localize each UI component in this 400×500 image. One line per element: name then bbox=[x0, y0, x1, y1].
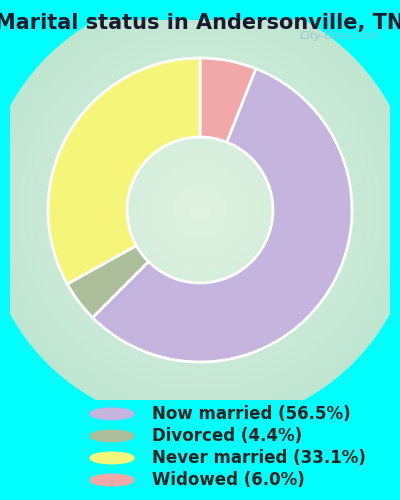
Circle shape bbox=[49, 59, 351, 361]
Circle shape bbox=[90, 474, 134, 486]
Circle shape bbox=[119, 129, 281, 291]
Circle shape bbox=[0, 8, 400, 412]
Circle shape bbox=[81, 92, 319, 328]
Circle shape bbox=[178, 188, 222, 232]
Circle shape bbox=[0, 5, 400, 415]
Circle shape bbox=[189, 199, 211, 221]
Circle shape bbox=[44, 54, 356, 366]
Circle shape bbox=[68, 78, 332, 342]
Circle shape bbox=[70, 80, 330, 340]
Circle shape bbox=[184, 194, 216, 226]
Circle shape bbox=[130, 140, 270, 280]
Wedge shape bbox=[92, 68, 352, 362]
Circle shape bbox=[141, 150, 259, 270]
Circle shape bbox=[16, 26, 384, 394]
Circle shape bbox=[154, 164, 246, 256]
Wedge shape bbox=[200, 58, 256, 142]
Text: Now married (56.5%): Now married (56.5%) bbox=[152, 405, 351, 423]
Circle shape bbox=[197, 208, 203, 212]
Circle shape bbox=[162, 172, 238, 248]
Text: City-Data.com: City-Data.com bbox=[299, 32, 378, 42]
Circle shape bbox=[143, 154, 257, 266]
Circle shape bbox=[0, 0, 400, 423]
Circle shape bbox=[95, 105, 305, 315]
Circle shape bbox=[19, 29, 381, 391]
Circle shape bbox=[92, 102, 308, 318]
Circle shape bbox=[114, 124, 286, 296]
Circle shape bbox=[78, 88, 322, 332]
Circle shape bbox=[152, 162, 248, 258]
Circle shape bbox=[25, 34, 375, 386]
Circle shape bbox=[192, 202, 208, 218]
Circle shape bbox=[33, 42, 367, 378]
Circle shape bbox=[87, 96, 313, 324]
Circle shape bbox=[195, 204, 205, 216]
Circle shape bbox=[103, 113, 297, 307]
Circle shape bbox=[62, 72, 338, 347]
Circle shape bbox=[176, 186, 224, 234]
Circle shape bbox=[8, 18, 392, 402]
Circle shape bbox=[11, 21, 389, 399]
Circle shape bbox=[36, 46, 364, 374]
Circle shape bbox=[0, 10, 400, 409]
Circle shape bbox=[60, 70, 340, 350]
Circle shape bbox=[30, 40, 370, 380]
Text: Never married (33.1%): Never married (33.1%) bbox=[152, 449, 366, 467]
Circle shape bbox=[98, 108, 302, 312]
Circle shape bbox=[127, 137, 273, 283]
Circle shape bbox=[157, 167, 243, 253]
Text: Marital status in Andersonville, TN: Marital status in Andersonville, TN bbox=[0, 12, 400, 32]
Circle shape bbox=[135, 145, 265, 275]
Circle shape bbox=[90, 430, 134, 442]
Circle shape bbox=[54, 64, 346, 356]
Circle shape bbox=[84, 94, 316, 326]
Circle shape bbox=[108, 118, 292, 302]
Text: Widowed (6.0%): Widowed (6.0%) bbox=[152, 471, 305, 489]
Circle shape bbox=[186, 196, 214, 224]
Circle shape bbox=[124, 134, 276, 286]
Text: Divorced (4.4%): Divorced (4.4%) bbox=[152, 427, 302, 445]
Circle shape bbox=[90, 452, 134, 464]
Circle shape bbox=[160, 170, 240, 250]
Circle shape bbox=[52, 62, 348, 358]
Circle shape bbox=[132, 142, 268, 278]
Circle shape bbox=[38, 48, 362, 372]
Circle shape bbox=[65, 75, 335, 345]
Circle shape bbox=[90, 408, 134, 420]
Circle shape bbox=[181, 191, 219, 229]
Circle shape bbox=[0, 0, 400, 426]
Circle shape bbox=[89, 100, 311, 320]
Circle shape bbox=[6, 16, 394, 404]
Wedge shape bbox=[67, 246, 148, 318]
Wedge shape bbox=[48, 58, 200, 284]
Circle shape bbox=[22, 32, 378, 388]
Circle shape bbox=[100, 110, 300, 310]
Circle shape bbox=[27, 38, 373, 383]
Circle shape bbox=[73, 83, 327, 337]
Circle shape bbox=[57, 67, 343, 353]
Circle shape bbox=[173, 183, 227, 237]
Circle shape bbox=[116, 126, 284, 294]
Circle shape bbox=[0, 0, 400, 420]
Circle shape bbox=[122, 132, 278, 288]
Circle shape bbox=[14, 24, 386, 396]
Circle shape bbox=[138, 148, 262, 272]
Circle shape bbox=[106, 116, 294, 304]
Circle shape bbox=[0, 2, 400, 418]
Circle shape bbox=[168, 178, 232, 242]
Circle shape bbox=[41, 51, 359, 369]
Circle shape bbox=[146, 156, 254, 264]
Circle shape bbox=[165, 175, 235, 245]
Circle shape bbox=[149, 158, 251, 262]
Circle shape bbox=[46, 56, 354, 364]
Circle shape bbox=[76, 86, 324, 334]
Circle shape bbox=[170, 180, 230, 240]
Circle shape bbox=[3, 13, 397, 407]
Circle shape bbox=[111, 121, 289, 299]
